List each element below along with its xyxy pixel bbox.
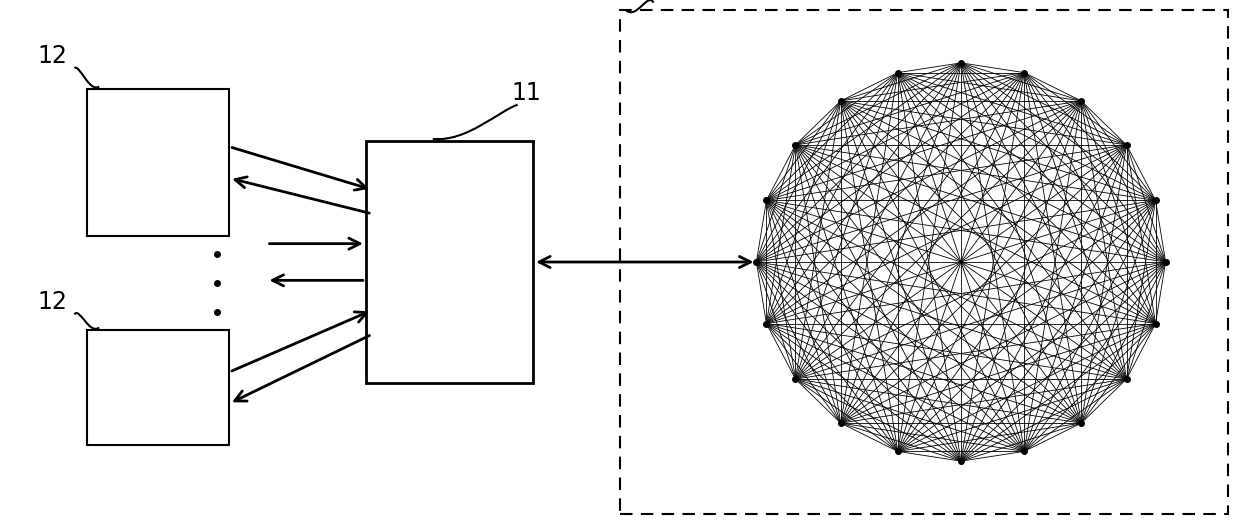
Bar	[87, 330, 229, 445]
Text: 12: 12	[37, 290, 67, 314]
Text: 10: 10	[620, 0, 650, 5]
Text: 11: 11	[511, 81, 541, 105]
Bar	[620, 10, 1228, 514]
Bar	[366, 141, 533, 383]
Text: 12: 12	[37, 44, 67, 68]
Bar	[87, 89, 229, 236]
